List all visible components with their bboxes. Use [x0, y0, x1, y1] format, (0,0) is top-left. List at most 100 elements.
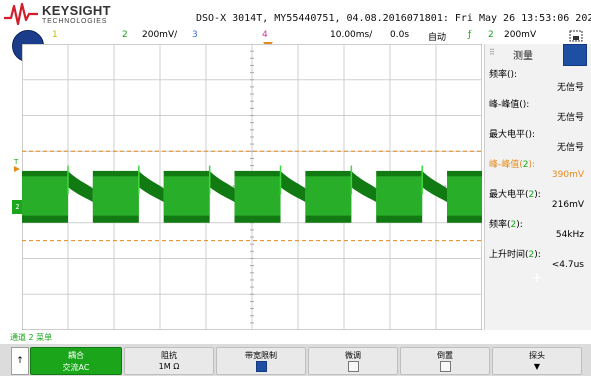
- measurement-item[interactable]: 频率(): 无信号: [485, 66, 591, 96]
- device-title: DSO-X 3014T, MY55440751, 04.08.201607180…: [196, 13, 591, 24]
- ch2-label[interactable]: 2: [122, 30, 128, 40]
- measurement-label-tail: ):: [528, 160, 536, 170]
- waveform-low-band: [209, 170, 236, 204]
- drag-handle-icon[interactable]: ⠿: [489, 48, 495, 57]
- measurement-item[interactable]: 频率(2): 54kHz: [485, 216, 591, 246]
- waveform-low-band: [138, 170, 165, 204]
- measurement-value: 无信号: [556, 143, 584, 153]
- measurement-panel-header: ⠿ 测量: [485, 44, 591, 66]
- measurement-channel: 2: [528, 190, 535, 200]
- waveform-low-band: [280, 170, 307, 204]
- measurement-label-text: 峰-峰值(: [489, 100, 523, 110]
- keysight-wave-icon: [4, 2, 38, 26]
- waveform-high-band-inner: [234, 176, 281, 216]
- trigger-mode: 自动: [428, 33, 447, 43]
- bandwidth-limit-button[interactable]: 带宽限制: [216, 347, 306, 375]
- measurement-value: 54kHz: [555, 230, 584, 240]
- coupling-label: 耦合: [68, 351, 84, 360]
- waveform-low-band: [422, 170, 448, 204]
- header: KEYSIGHT TECHNOLOGIES DSO-X 3014T, MY554…: [0, 0, 591, 28]
- fine-checkbox[interactable]: [348, 361, 359, 372]
- waveform-high-band-inner: [305, 176, 352, 216]
- measurement-value: 390mV: [551, 170, 584, 180]
- waveform-high-band-inner: [163, 176, 210, 216]
- trigger-level: 200mV: [504, 30, 537, 40]
- measurement-item[interactable]: 最大电平(2): 216mV: [485, 186, 591, 216]
- waveform-high-band-inner: [92, 176, 139, 216]
- trigger-edge-icon: ƒ: [468, 30, 472, 40]
- coupling-button[interactable]: 耦合 交流AC: [30, 347, 122, 375]
- add-measurement-icon[interactable]: +: [531, 270, 543, 286]
- ch2-scale: 200mV/: [142, 30, 178, 40]
- measurement-value: 无信号: [556, 113, 584, 123]
- measurement-item[interactable]: 上升时间(2): <4.7us: [485, 246, 591, 276]
- measurement-channel: 2: [528, 250, 535, 260]
- coupling-value: 交流AC: [62, 363, 90, 372]
- measurement-label: 峰-峰值(2):: [489, 157, 535, 170]
- trigger-source: 2: [488, 30, 494, 40]
- measurement-label-tail: ):: [516, 220, 523, 230]
- measurement-item[interactable]: 峰-峰值(2): 390mV: [485, 156, 591, 186]
- measurement-label-text: 最大电平(: [489, 130, 529, 140]
- measurement-label: 峰-峰值():: [489, 97, 529, 110]
- timebase: 10.00ms/: [330, 30, 373, 40]
- keysight-logo: KEYSIGHT TECHNOLOGIES: [4, 2, 124, 28]
- waveform-svg: [21, 43, 483, 331]
- delay: 0.0s: [390, 30, 410, 40]
- measurement-label-text: 峰-峰值(: [489, 160, 523, 170]
- measurement-item[interactable]: 峰-峰值(): 无信号: [485, 96, 591, 126]
- measurement-label: 频率(2):: [489, 217, 523, 230]
- measurement-label-text: 上升时间(: [489, 250, 529, 260]
- fine-button[interactable]: 微调: [308, 347, 398, 375]
- bandwidth-limit-checkbox[interactable]: [256, 361, 267, 372]
- measurement-title: 测量: [513, 51, 533, 62]
- ch3-label[interactable]: 3: [192, 30, 198, 40]
- trigger-level-arrow[interactable]: [14, 166, 20, 172]
- waveform-display[interactable]: [21, 43, 483, 331]
- impedance-label: 阻抗: [161, 351, 177, 360]
- waveform-low-band: [351, 170, 378, 204]
- impedance-value: 1M Ω: [158, 362, 180, 371]
- measurement-label: 上升时间(2):: [489, 247, 541, 260]
- probe-button[interactable]: 探头 ▼: [492, 347, 582, 375]
- measurement-item[interactable]: 最大电平(): 无信号: [485, 126, 591, 156]
- softkey-menu-title: 通道 2 菜单: [10, 333, 53, 342]
- probe-label: 探头: [529, 351, 545, 360]
- waveform-high-band-inner: [447, 176, 482, 216]
- ch1-label[interactable]: 1: [52, 30, 58, 40]
- waveform-low-band: [68, 170, 94, 204]
- measurement-channel: 2: [522, 160, 529, 170]
- measurement-label-text: 最大电平(: [489, 190, 529, 200]
- measurement-label-tail: ):: [534, 190, 541, 200]
- measurement-panel: ⠿ 测量 频率(): 无信号 峰-峰值(): 无信号 最大电平(): 无信号 峰-峰值(2)…: [484, 44, 591, 330]
- measurement-value: <4.7us: [551, 260, 584, 270]
- menu-up-button[interactable]: ↑: [11, 347, 29, 375]
- channel-status-bar: 1 2 200mV/ 3 4 10.00ms/ 0.0s 自动 ƒ 2 200m…: [0, 28, 591, 44]
- ch2-ground-marker[interactable]: 2: [12, 200, 23, 214]
- measurement-label-tail: ):: [522, 100, 530, 110]
- waveform-high-band-inner: [22, 176, 68, 216]
- measurement-label-tail: ):: [534, 250, 541, 260]
- ch4-label[interactable]: 4: [262, 30, 268, 40]
- fine-label: 微调: [345, 351, 361, 360]
- measurement-label: 最大电平(2):: [489, 187, 541, 200]
- trigger-level-tag: T: [14, 158, 19, 166]
- measurement-value: 216mV: [551, 200, 584, 210]
- measurement-label-text: 频率(: [489, 70, 511, 80]
- brand-sub: TECHNOLOGIES: [42, 18, 108, 25]
- measurement-label: 频率():: [489, 67, 517, 80]
- measurement-label-tail: ):: [528, 130, 536, 140]
- probe-arrow-icon: ▼: [533, 362, 541, 371]
- measurement-label-text: 频率(: [489, 220, 511, 230]
- invert-button[interactable]: 倒置: [400, 347, 490, 375]
- invert-checkbox[interactable]: [440, 361, 451, 372]
- measurement-label: 最大电平():: [489, 127, 535, 140]
- panel-toggle-button[interactable]: [563, 44, 587, 66]
- waveform-high-band-inner: [376, 176, 423, 216]
- brand-name: KEYSIGHT: [42, 3, 111, 18]
- impedance-button[interactable]: 阻抗 1M Ω: [124, 347, 214, 375]
- invert-label: 倒置: [437, 351, 453, 360]
- screenshot-icon[interactable]: [569, 30, 583, 42]
- measurement-value: 无信号: [556, 83, 584, 93]
- bandwidth-limit-label: 带宽限制: [245, 351, 277, 360]
